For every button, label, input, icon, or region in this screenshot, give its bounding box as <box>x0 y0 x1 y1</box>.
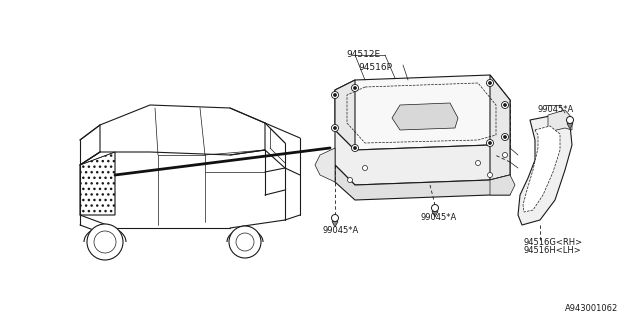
Text: 94516H<LH>: 94516H<LH> <box>524 246 582 255</box>
Circle shape <box>348 178 353 182</box>
Circle shape <box>229 226 261 258</box>
Circle shape <box>488 141 492 145</box>
Circle shape <box>431 204 438 212</box>
Polygon shape <box>315 148 335 182</box>
Circle shape <box>332 214 339 221</box>
Polygon shape <box>432 212 438 217</box>
Circle shape <box>502 133 509 140</box>
Circle shape <box>502 101 509 108</box>
Polygon shape <box>335 165 510 200</box>
Circle shape <box>333 126 337 130</box>
Text: 99045*A: 99045*A <box>322 226 358 235</box>
Text: A943001062: A943001062 <box>565 304 618 313</box>
Polygon shape <box>518 115 572 225</box>
Circle shape <box>486 79 493 86</box>
Polygon shape <box>490 75 510 180</box>
Polygon shape <box>335 130 510 185</box>
Circle shape <box>488 82 492 84</box>
Circle shape <box>486 140 493 147</box>
Circle shape <box>87 224 123 260</box>
Circle shape <box>351 84 358 92</box>
Circle shape <box>353 86 356 90</box>
Text: 99045*A: 99045*A <box>538 105 574 114</box>
Polygon shape <box>332 221 338 227</box>
Circle shape <box>333 93 337 97</box>
Circle shape <box>351 145 358 151</box>
Polygon shape <box>392 103 458 130</box>
Circle shape <box>476 161 481 165</box>
Text: 99045*A: 99045*A <box>420 213 456 222</box>
Circle shape <box>332 124 339 132</box>
Circle shape <box>566 116 573 124</box>
Polygon shape <box>335 75 510 150</box>
Circle shape <box>504 103 506 107</box>
Text: 94516P: 94516P <box>358 63 392 72</box>
Polygon shape <box>567 124 573 129</box>
Circle shape <box>488 172 493 178</box>
Circle shape <box>332 92 339 99</box>
Circle shape <box>502 153 508 157</box>
Polygon shape <box>335 80 355 150</box>
Circle shape <box>504 135 506 139</box>
Text: 94516G<RH>: 94516G<RH> <box>524 238 583 247</box>
Polygon shape <box>523 126 560 212</box>
Text: 94512E: 94512E <box>346 50 380 59</box>
Polygon shape <box>548 110 572 132</box>
Circle shape <box>362 165 367 171</box>
Polygon shape <box>490 175 515 195</box>
Circle shape <box>353 147 356 149</box>
